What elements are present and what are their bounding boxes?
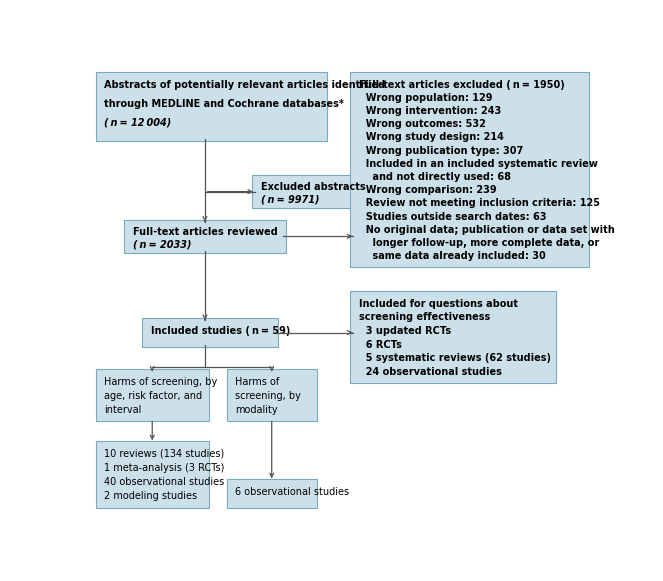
Text: Review not meeting inclusion criteria: 125: Review not meeting inclusion criteria: 1…: [359, 198, 600, 209]
Text: Included in an included systematic review: Included in an included systematic revie…: [359, 159, 597, 169]
FancyBboxPatch shape: [95, 441, 209, 508]
Text: Wrong publication type: 307: Wrong publication type: 307: [359, 146, 523, 156]
Text: interval: interval: [105, 405, 142, 415]
FancyBboxPatch shape: [350, 72, 589, 267]
Text: Included for questions about: Included for questions about: [359, 299, 518, 309]
Text: Wrong population: 129: Wrong population: 129: [359, 93, 493, 103]
FancyBboxPatch shape: [227, 370, 317, 421]
Text: modality: modality: [235, 405, 278, 415]
Text: 3 updated RCTs: 3 updated RCTs: [359, 326, 451, 336]
Text: Harms of: Harms of: [235, 377, 280, 387]
Text: Wrong study design: 214: Wrong study design: 214: [359, 132, 504, 142]
Text: Full-text articles excluded ( n = 1950): Full-text articles excluded ( n = 1950): [359, 80, 565, 89]
Text: same data already included: 30: same data already included: 30: [359, 251, 546, 261]
Text: 6 observational studies: 6 observational studies: [235, 487, 349, 497]
Text: ( n = 9971): ( n = 9971): [261, 195, 320, 205]
Text: 10 reviews (134 studies): 10 reviews (134 studies): [105, 449, 225, 458]
Text: age, risk factor, and: age, risk factor, and: [105, 391, 203, 401]
FancyBboxPatch shape: [124, 220, 286, 253]
Text: 1 meta-analysis (3 RCTs): 1 meta-analysis (3 RCTs): [105, 463, 225, 473]
Text: No original data; publication or data set with: No original data; publication or data se…: [359, 225, 615, 235]
FancyBboxPatch shape: [142, 318, 278, 347]
FancyBboxPatch shape: [227, 479, 317, 508]
Text: ( n = 12 004): ( n = 12 004): [105, 118, 172, 128]
Text: 40 observational studies: 40 observational studies: [105, 477, 225, 487]
Text: and not directly used: 68: and not directly used: 68: [359, 172, 511, 182]
Text: 5 systematic reviews (62 studies): 5 systematic reviews (62 studies): [359, 353, 551, 363]
Text: 24 observational studies: 24 observational studies: [359, 367, 502, 377]
Text: screening, by: screening, by: [235, 391, 302, 401]
FancyBboxPatch shape: [95, 72, 327, 141]
Text: Abstracts of potentially relevant articles identified: Abstracts of potentially relevant articl…: [105, 80, 386, 89]
Text: longer follow-up, more complete data, or: longer follow-up, more complete data, or: [359, 238, 599, 248]
Text: 2 modeling studies: 2 modeling studies: [105, 492, 198, 501]
FancyBboxPatch shape: [350, 291, 556, 383]
Text: ( n = 2033): ( n = 2033): [133, 239, 191, 249]
Text: Wrong comparison: 239: Wrong comparison: 239: [359, 185, 497, 195]
FancyBboxPatch shape: [253, 175, 368, 209]
Text: Excluded abstracts: Excluded abstracts: [261, 182, 366, 192]
Text: 6 RCTs: 6 RCTs: [359, 340, 402, 350]
Text: Harms of screening, by: Harms of screening, by: [105, 377, 217, 387]
Text: Included studies ( n = 59): Included studies ( n = 59): [151, 325, 290, 336]
Text: through MEDLINE and Cochrane databases*: through MEDLINE and Cochrane databases*: [105, 99, 344, 109]
Text: screening effectiveness: screening effectiveness: [359, 313, 490, 322]
Text: Wrong outcomes: 532: Wrong outcomes: 532: [359, 119, 486, 129]
Text: Wrong intervention: 243: Wrong intervention: 243: [359, 106, 501, 116]
Text: Full-text articles reviewed: Full-text articles reviewed: [133, 227, 278, 237]
FancyBboxPatch shape: [95, 370, 209, 421]
Text: Studies outside search dates: 63: Studies outside search dates: 63: [359, 211, 546, 221]
